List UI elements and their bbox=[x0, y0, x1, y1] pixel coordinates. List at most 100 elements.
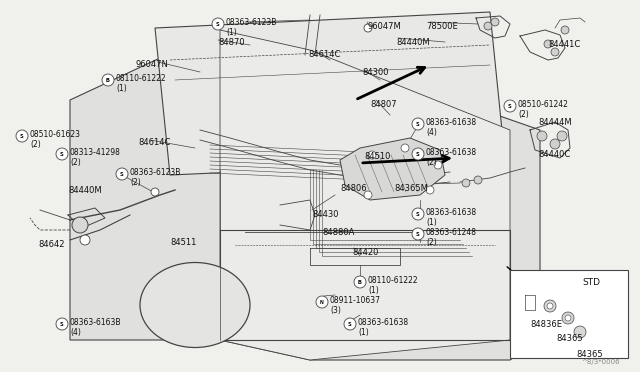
Text: S: S bbox=[416, 151, 420, 157]
Text: 84430: 84430 bbox=[312, 210, 339, 219]
Circle shape bbox=[412, 208, 424, 220]
Text: 84365M: 84365M bbox=[394, 184, 428, 193]
Text: 84511: 84511 bbox=[170, 238, 196, 247]
Text: 78500E: 78500E bbox=[426, 22, 458, 31]
Text: (4): (4) bbox=[70, 328, 81, 337]
Text: 84836E: 84836E bbox=[530, 320, 562, 329]
Circle shape bbox=[212, 18, 224, 30]
Text: (1): (1) bbox=[358, 328, 369, 337]
Text: 08510-61242: 08510-61242 bbox=[518, 100, 569, 109]
Circle shape bbox=[412, 228, 424, 240]
Text: 96047N: 96047N bbox=[136, 60, 169, 69]
Circle shape bbox=[426, 186, 434, 194]
Text: S: S bbox=[60, 321, 64, 327]
Circle shape bbox=[344, 318, 356, 330]
Circle shape bbox=[116, 168, 128, 180]
Polygon shape bbox=[220, 30, 510, 360]
Circle shape bbox=[434, 161, 442, 169]
Text: 84642: 84642 bbox=[38, 240, 65, 249]
Text: (2): (2) bbox=[70, 158, 81, 167]
Text: STD: STD bbox=[582, 278, 600, 287]
Text: 08363-61638: 08363-61638 bbox=[358, 318, 409, 327]
Circle shape bbox=[557, 131, 567, 141]
Text: (3): (3) bbox=[330, 306, 341, 315]
Text: S: S bbox=[508, 103, 512, 109]
Text: S: S bbox=[120, 171, 124, 176]
Circle shape bbox=[561, 26, 569, 34]
Circle shape bbox=[364, 191, 372, 199]
Text: S: S bbox=[216, 22, 220, 26]
Circle shape bbox=[550, 139, 560, 149]
Circle shape bbox=[574, 326, 586, 338]
Text: 84807: 84807 bbox=[370, 100, 397, 109]
Text: (1): (1) bbox=[226, 28, 237, 37]
Circle shape bbox=[565, 315, 571, 321]
Circle shape bbox=[364, 24, 372, 32]
Circle shape bbox=[56, 148, 68, 160]
Text: 08313-41298: 08313-41298 bbox=[70, 148, 121, 157]
Text: 08363-61638: 08363-61638 bbox=[426, 208, 477, 217]
Text: 08510-61623: 08510-61623 bbox=[30, 130, 81, 139]
Text: 08363-61638: 08363-61638 bbox=[426, 148, 477, 157]
Circle shape bbox=[551, 48, 559, 56]
Polygon shape bbox=[70, 30, 540, 360]
Text: 08911-10637: 08911-10637 bbox=[330, 296, 381, 305]
Text: 84365: 84365 bbox=[556, 334, 582, 343]
Circle shape bbox=[491, 18, 499, 26]
Text: 08110-61222: 08110-61222 bbox=[116, 74, 166, 83]
Circle shape bbox=[462, 179, 470, 187]
Text: 84614C: 84614C bbox=[138, 138, 170, 147]
Text: ^8/3*0006: ^8/3*0006 bbox=[581, 359, 620, 365]
Polygon shape bbox=[340, 138, 445, 200]
Text: B: B bbox=[358, 279, 362, 285]
Circle shape bbox=[412, 118, 424, 130]
Text: S: S bbox=[60, 151, 64, 157]
Text: 08363-6123B: 08363-6123B bbox=[130, 168, 181, 177]
Text: 84444M: 84444M bbox=[538, 118, 572, 127]
Text: S: S bbox=[348, 321, 352, 327]
Text: 84440C: 84440C bbox=[538, 150, 570, 159]
Circle shape bbox=[544, 300, 556, 312]
Text: 84300: 84300 bbox=[362, 68, 388, 77]
Text: (4): (4) bbox=[426, 128, 437, 137]
Circle shape bbox=[56, 318, 68, 330]
Circle shape bbox=[412, 148, 424, 160]
Circle shape bbox=[354, 276, 366, 288]
Text: 84440M: 84440M bbox=[68, 186, 102, 195]
Bar bbox=[510, 270, 628, 358]
Circle shape bbox=[504, 100, 516, 112]
Text: (1): (1) bbox=[368, 286, 379, 295]
Circle shape bbox=[401, 144, 409, 152]
Text: B: B bbox=[106, 77, 110, 83]
Text: 84365: 84365 bbox=[576, 350, 603, 359]
Circle shape bbox=[16, 130, 28, 142]
Text: S: S bbox=[416, 122, 420, 126]
Circle shape bbox=[474, 176, 482, 184]
Text: 08363-6123B: 08363-6123B bbox=[226, 18, 277, 27]
Text: (2): (2) bbox=[426, 238, 436, 247]
Text: (2): (2) bbox=[30, 140, 41, 149]
Circle shape bbox=[544, 40, 552, 48]
Text: 08363-61638: 08363-61638 bbox=[426, 118, 477, 127]
Text: 84420: 84420 bbox=[352, 248, 378, 257]
Text: 08363-6163B: 08363-6163B bbox=[70, 318, 122, 327]
Text: 08110-61222: 08110-61222 bbox=[368, 276, 419, 285]
Circle shape bbox=[368, 151, 376, 159]
Circle shape bbox=[537, 131, 547, 141]
Text: 84441C: 84441C bbox=[548, 40, 580, 49]
Text: S: S bbox=[416, 231, 420, 237]
Circle shape bbox=[72, 217, 88, 233]
Text: 08363-61248: 08363-61248 bbox=[426, 228, 477, 237]
Text: 84510: 84510 bbox=[364, 152, 390, 161]
Circle shape bbox=[562, 312, 574, 324]
Circle shape bbox=[102, 74, 114, 86]
Text: (1): (1) bbox=[426, 218, 436, 227]
Circle shape bbox=[151, 188, 159, 196]
Polygon shape bbox=[155, 12, 505, 175]
Ellipse shape bbox=[140, 263, 250, 347]
Text: N: N bbox=[320, 299, 324, 305]
Text: S: S bbox=[416, 212, 420, 217]
Text: S: S bbox=[20, 134, 24, 138]
Circle shape bbox=[547, 303, 553, 309]
Circle shape bbox=[484, 22, 492, 30]
